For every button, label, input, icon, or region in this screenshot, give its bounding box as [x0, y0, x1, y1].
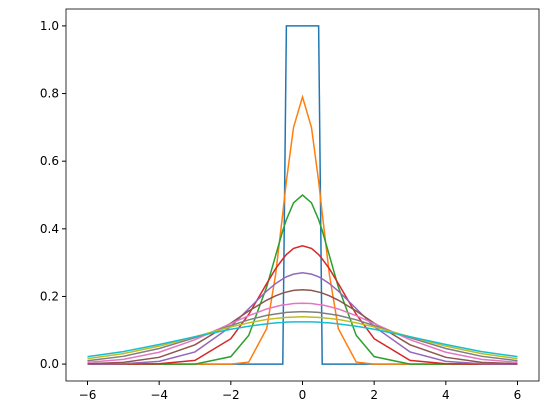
- y-tick-label: 0.0: [40, 357, 59, 371]
- y-tick-label: 0.6: [40, 154, 59, 168]
- x-tick-label: −4: [150, 388, 168, 402]
- x-tick-label: 0: [299, 388, 307, 402]
- line: [87, 315, 518, 360]
- line: [87, 94, 518, 365]
- line: [87, 194, 518, 365]
- y-tick-label: 0.8: [40, 87, 59, 101]
- line: [87, 321, 518, 358]
- plot-frame: [65, 8, 540, 382]
- line: [87, 288, 518, 365]
- x-tick-label: 4: [442, 388, 450, 402]
- x-tick-label: 2: [370, 388, 378, 402]
- y-tick-label: 0.4: [40, 222, 59, 236]
- x-tick-label: −2: [222, 388, 240, 402]
- y-tick-label: 0.2: [40, 289, 59, 303]
- x-tick-label: 6: [514, 388, 522, 402]
- y-tick-label: 1.0: [40, 19, 59, 33]
- x-tick-label: −6: [79, 388, 97, 402]
- line: [87, 244, 518, 365]
- line: [87, 272, 518, 365]
